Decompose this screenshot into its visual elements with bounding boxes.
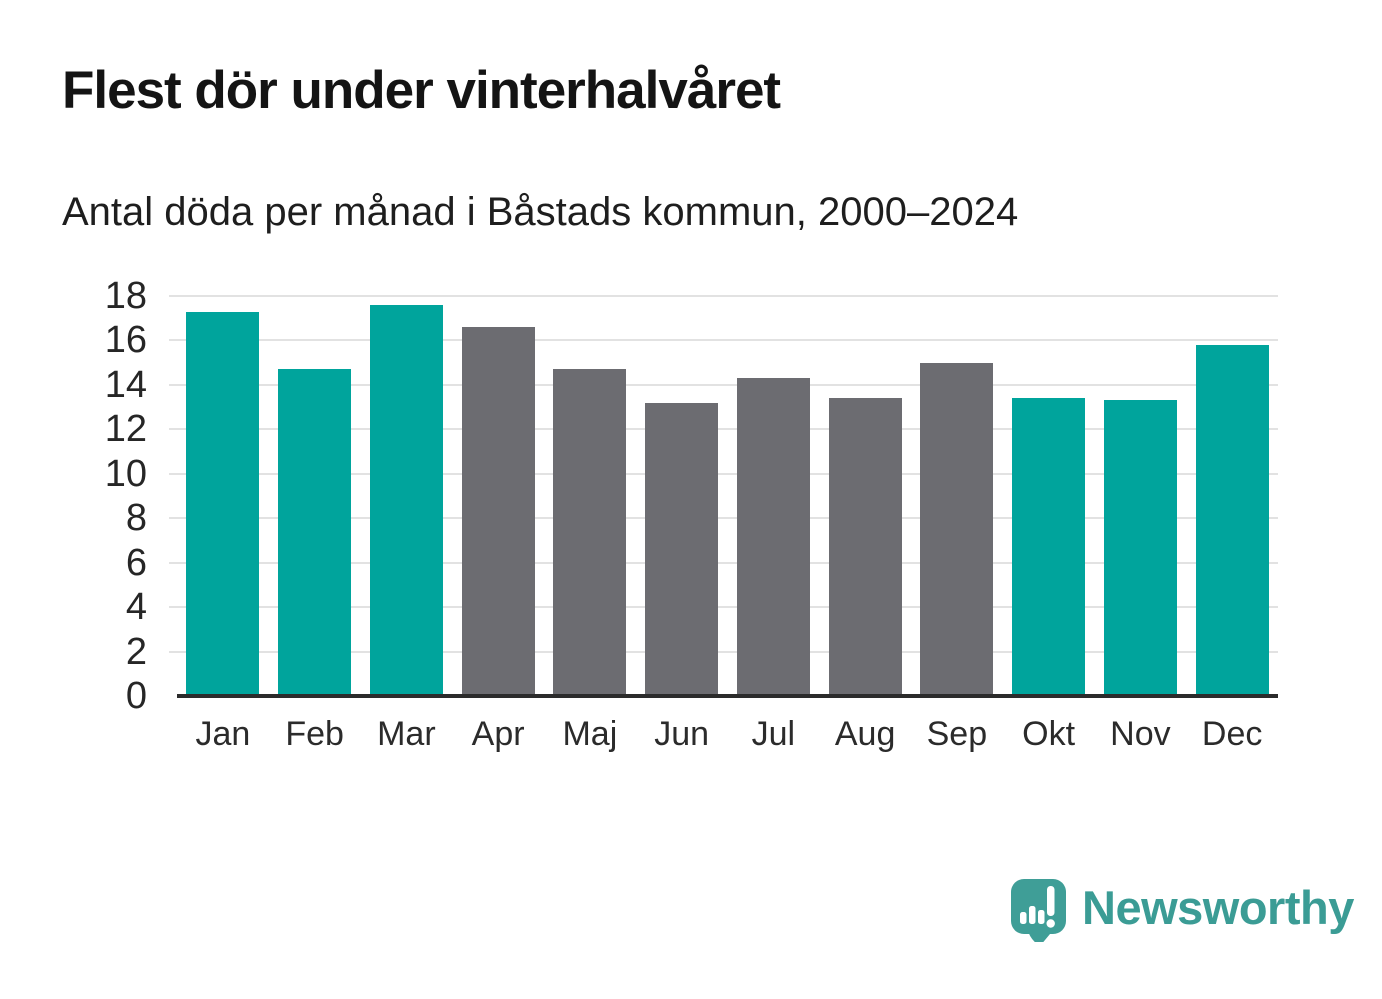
bar-band-mar bbox=[361, 296, 453, 696]
x-axis-line bbox=[177, 694, 1278, 698]
gridline-y-14 bbox=[169, 383, 1278, 386]
y-tick-label: 2 bbox=[125, 630, 147, 673]
bar-band-jul bbox=[728, 296, 820, 696]
y-tick-label: 18 bbox=[104, 275, 147, 317]
bar-apr bbox=[461, 327, 535, 696]
bar-band-jan bbox=[177, 296, 269, 696]
bar-band-jun bbox=[636, 296, 728, 696]
bar-jun bbox=[645, 402, 719, 696]
gridline-y-6 bbox=[169, 561, 1278, 564]
bar-nov bbox=[1103, 400, 1177, 696]
x-tick-label-okt: Okt bbox=[1022, 715, 1076, 753]
x-tick-label-aug: Aug bbox=[834, 715, 896, 753]
x-tick-label-jan: Jan bbox=[195, 715, 251, 753]
gridline-y-10 bbox=[169, 472, 1278, 475]
x-tick-label-feb: Feb bbox=[285, 715, 344, 753]
bar-band-sep bbox=[911, 296, 1003, 696]
bar-band-okt bbox=[1003, 296, 1095, 696]
bar-jan bbox=[186, 311, 260, 696]
y-tick-label: 4 bbox=[125, 586, 147, 629]
gridline-y-16 bbox=[169, 339, 1278, 342]
bar-band-maj bbox=[544, 296, 636, 696]
bar-feb bbox=[278, 369, 352, 696]
y-tick-label: 6 bbox=[125, 541, 147, 584]
y-tick-label: 10 bbox=[104, 452, 147, 495]
plot-area: 0 2 4 6 8 10 12 14 16 18 Jan Feb Mar Apr Maj Jun Jul Aug… bbox=[105, 275, 1278, 753]
newsworthy-bubble-icon bbox=[1011, 879, 1066, 942]
newsworthy-logo: Newsworthy bbox=[1010, 878, 1354, 942]
bar-aug bbox=[828, 398, 902, 696]
newsworthy-logo-text: Newsworthy bbox=[1082, 881, 1354, 934]
bar-maj bbox=[553, 369, 627, 696]
gridline-y-2 bbox=[169, 650, 1278, 653]
bar-band-nov bbox=[1095, 296, 1187, 696]
x-tick-label-sep: Sep bbox=[926, 715, 988, 753]
x-tick-label-mar: Mar bbox=[377, 715, 436, 753]
y-tick-label: 0 bbox=[125, 675, 147, 717]
chart-title: Flest dör under vinterhalvåret bbox=[62, 61, 781, 120]
bar-jul bbox=[736, 378, 810, 696]
bar-dec bbox=[1195, 344, 1269, 696]
bar-mar bbox=[369, 304, 443, 696]
x-tick-label-jun: Jun bbox=[654, 715, 710, 753]
x-tick-label-maj: Maj bbox=[562, 715, 618, 753]
y-tick-label: 12 bbox=[104, 408, 147, 451]
bar-band-aug bbox=[819, 296, 911, 696]
bar-sep bbox=[920, 362, 994, 696]
y-tick-label: 16 bbox=[104, 319, 147, 362]
x-tick-label-jul: Jul bbox=[751, 715, 796, 753]
bars-row bbox=[177, 296, 1278, 696]
gridline-y-8 bbox=[169, 517, 1278, 520]
y-tick-label: 14 bbox=[104, 363, 147, 406]
gridline-y-4 bbox=[169, 606, 1278, 609]
y-tick-label: 8 bbox=[125, 497, 147, 540]
bar-band-apr bbox=[452, 296, 544, 696]
gridline-y-12 bbox=[169, 428, 1278, 431]
x-tick-label-dec: Dec bbox=[1201, 715, 1263, 753]
chart-subtitle: Antal döda per månad i Båstads kommun, 2… bbox=[62, 190, 1019, 234]
x-tick-label-apr: Apr bbox=[471, 715, 525, 753]
bar-band-dec bbox=[1186, 296, 1278, 696]
x-tick-label-nov: Nov bbox=[1110, 715, 1171, 753]
gridline-y-18 bbox=[169, 295, 1278, 297]
x-axis-labels: Jan Feb Mar Apr Maj Jun Jul Aug Sep Okt Nov Dec bbox=[177, 714, 1278, 754]
bar-band-feb bbox=[269, 296, 361, 696]
bar-okt bbox=[1012, 398, 1086, 696]
